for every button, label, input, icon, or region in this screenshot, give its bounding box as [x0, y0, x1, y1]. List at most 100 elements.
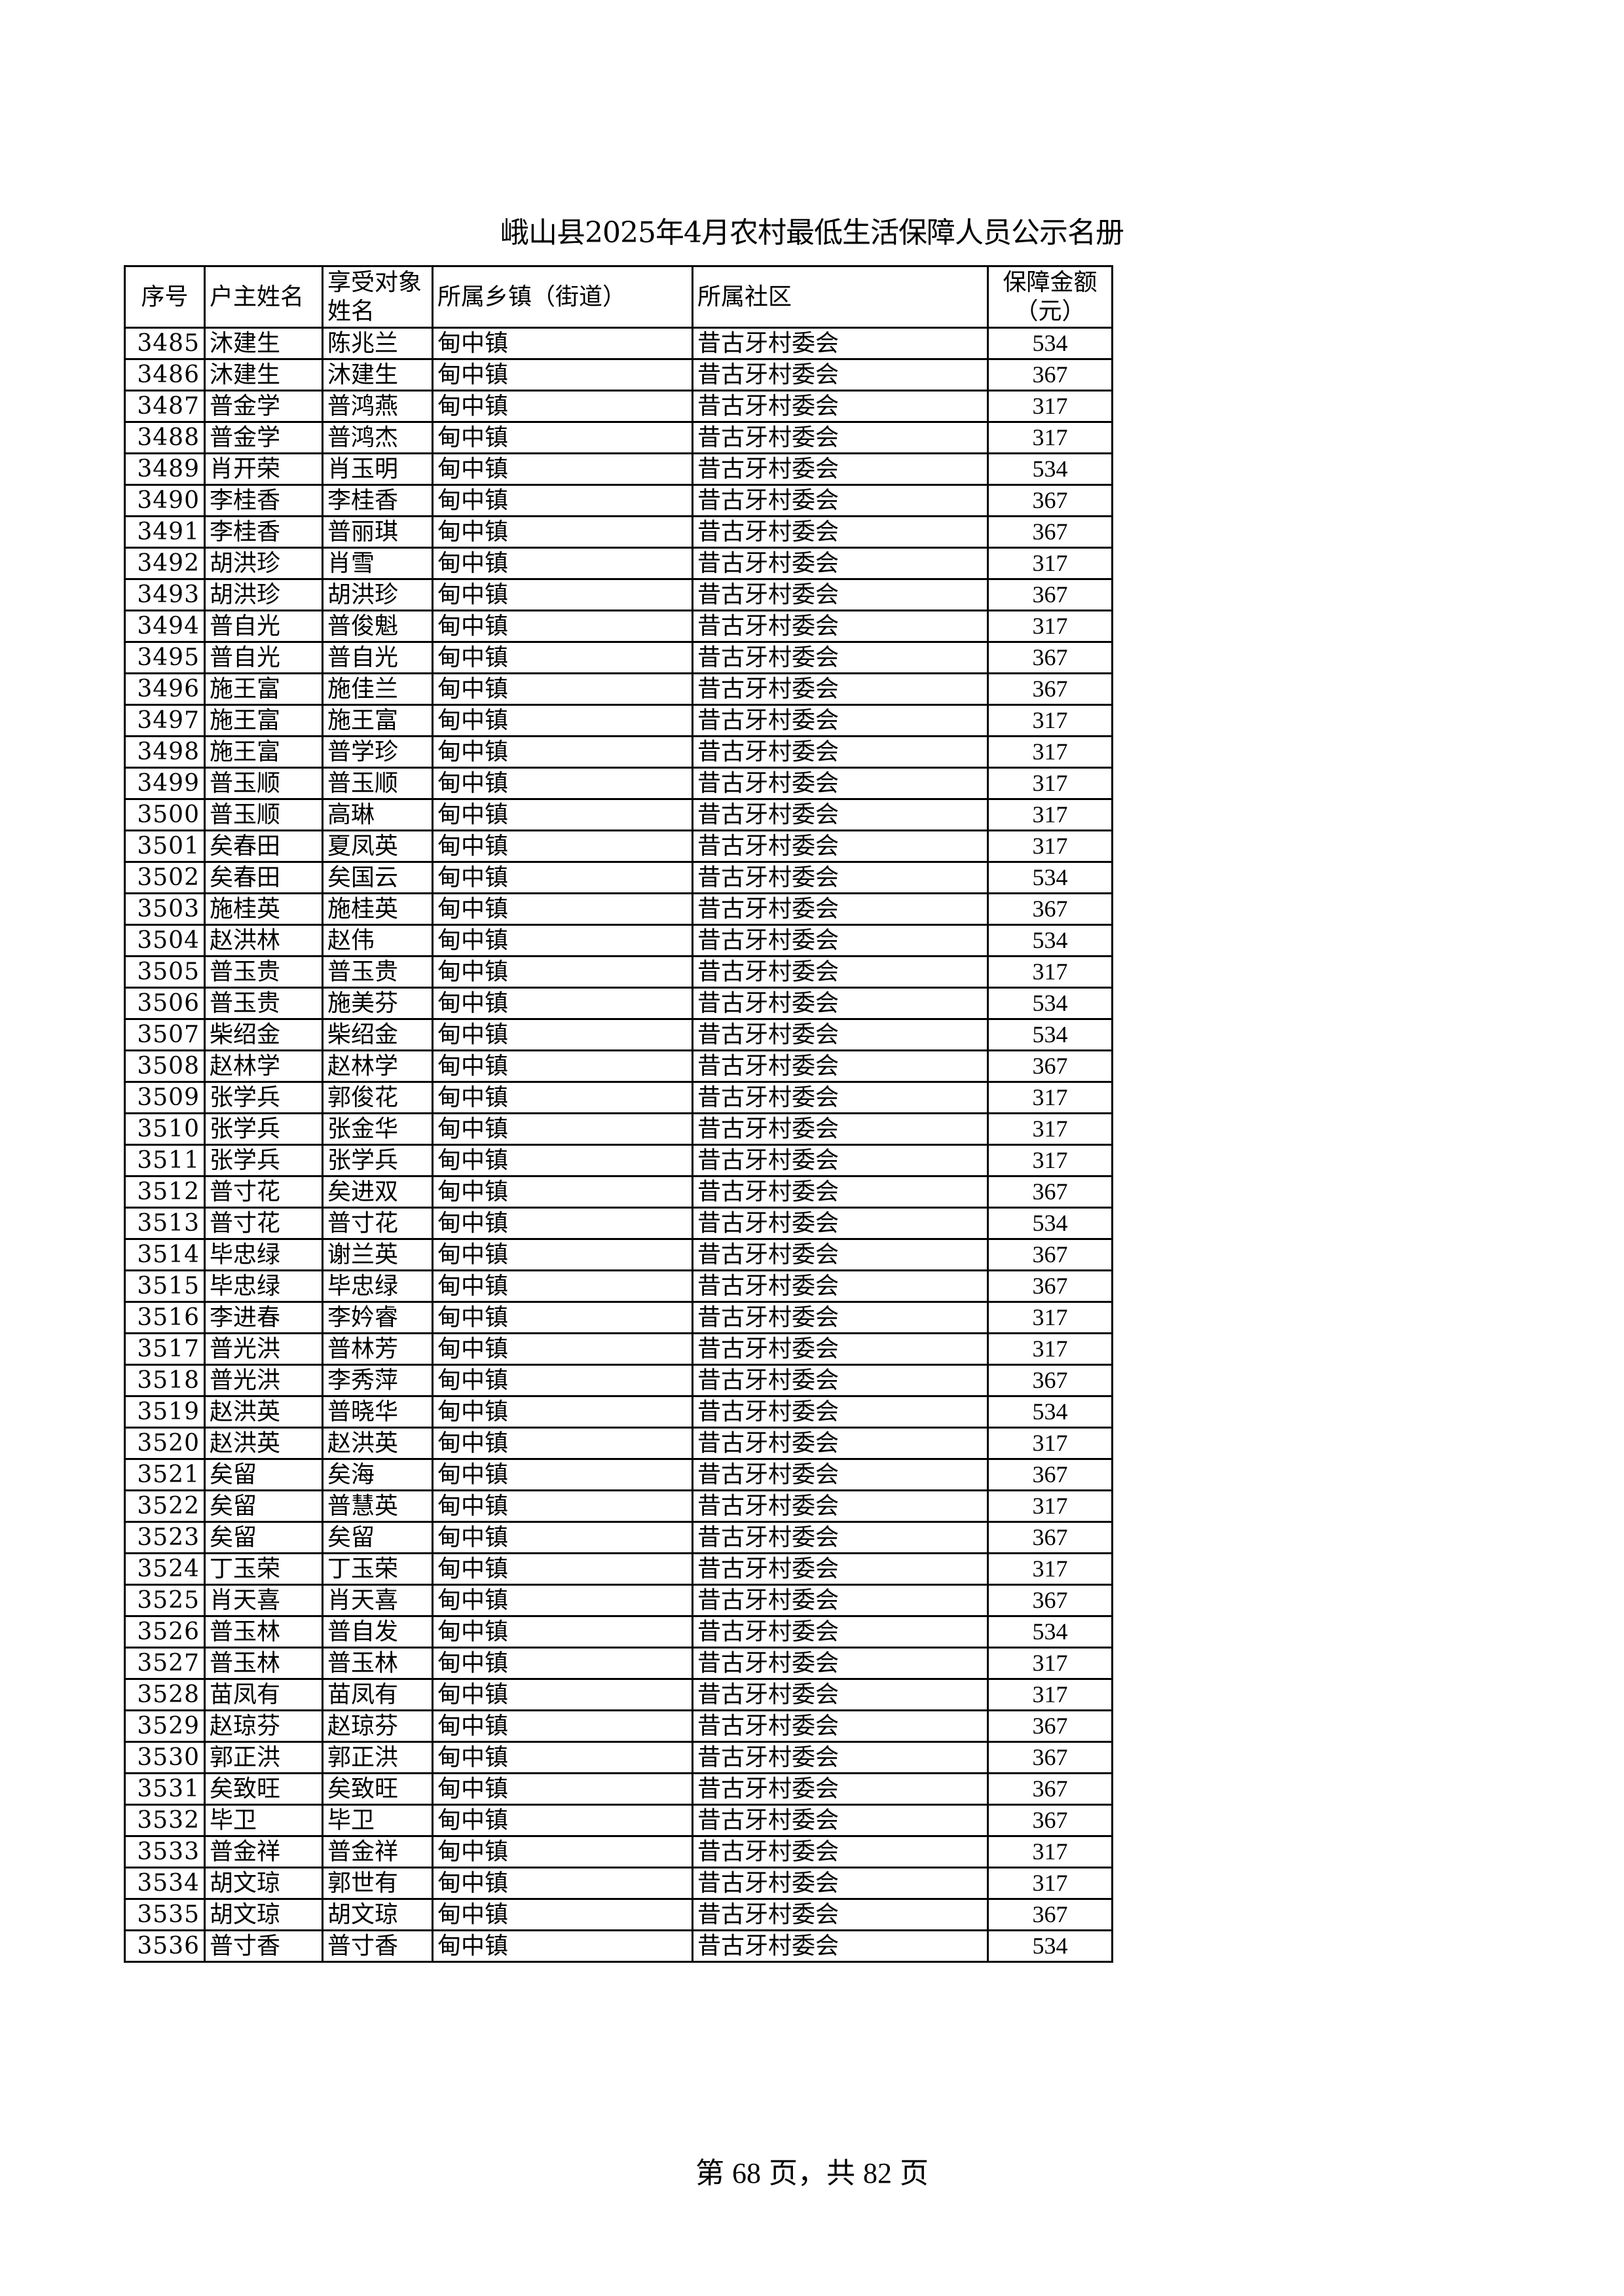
cell-township: 甸中镇	[432, 924, 693, 957]
cell-township: 甸中镇	[432, 390, 693, 423]
cell-beneficiary: 矣国云	[322, 861, 434, 894]
cell-seq: 3496	[124, 672, 206, 706]
table-row: 3527 普玉林 普玉林 甸中镇 昔古牙村委会 317	[124, 1647, 1113, 1680]
cell-amount: 317	[987, 1332, 1113, 1366]
cell-community: 昔古牙村委会	[692, 1364, 989, 1397]
cell-amount: 534	[987, 1395, 1113, 1429]
cell-amount: 534	[987, 1018, 1113, 1051]
cell-seq: 3516	[124, 1301, 206, 1334]
cell-community: 昔古牙村委会	[692, 641, 989, 674]
cell-householder: 普金学	[204, 421, 323, 454]
cell-community: 昔古牙村委会	[692, 1615, 989, 1649]
cell-householder: 肖开荣	[204, 452, 323, 486]
cell-township: 甸中镇	[432, 547, 693, 580]
cell-amount: 317	[987, 798, 1113, 831]
table-row: 3508 赵林学 赵林学 甸中镇 昔古牙村委会 367	[124, 1049, 1113, 1083]
cell-community: 昔古牙村委会	[692, 1647, 989, 1680]
cell-community: 昔古牙村委会	[692, 1898, 989, 1931]
cell-township: 甸中镇	[432, 1615, 693, 1649]
table-row: 3509 张学兵 郭俊花 甸中镇 昔古牙村委会 317	[124, 1081, 1113, 1114]
cell-seq: 3494	[124, 610, 206, 643]
cell-community: 昔古牙村委会	[692, 735, 989, 769]
cell-amount: 317	[987, 1144, 1113, 1177]
cell-beneficiary: 普玉林	[322, 1647, 434, 1680]
table-row: 3493 胡洪珍 胡洪珍 甸中镇 昔古牙村委会 367	[124, 578, 1113, 611]
cell-seq: 3489	[124, 452, 206, 486]
table-row: 3503 施桂英 施桂英 甸中镇 昔古牙村委会 367	[124, 892, 1113, 926]
cell-township: 甸中镇	[432, 1049, 693, 1083]
cell-householder: 李桂香	[204, 515, 323, 549]
cell-beneficiary: 李妗睿	[322, 1301, 434, 1334]
cell-beneficiary: 普自发	[322, 1615, 434, 1649]
table-row: 3502 矣春田 矣国云 甸中镇 昔古牙村委会 534	[124, 861, 1113, 894]
cell-amount: 367	[987, 1364, 1113, 1397]
cell-householder: 胡文琼	[204, 1898, 323, 1931]
cell-householder: 沐建生	[204, 358, 323, 392]
cell-community: 昔古牙村委会	[692, 704, 989, 737]
cell-township: 甸中镇	[432, 735, 693, 769]
cell-township: 甸中镇	[432, 1395, 693, 1429]
cell-township: 甸中镇	[432, 1301, 693, 1334]
cell-seq: 3503	[124, 892, 206, 926]
table-row: 3497 施王富 施王富 甸中镇 昔古牙村委会 317	[124, 704, 1113, 737]
cell-householder: 普寸花	[204, 1207, 323, 1240]
cell-community: 昔古牙村委会	[692, 987, 989, 1020]
cell-community: 昔古牙村委会	[692, 1332, 989, 1366]
cell-township: 甸中镇	[432, 1804, 693, 1837]
document-title: 峨山县2025年4月农村最低生活保障人员公示名册	[500, 216, 1124, 249]
table-row: 3536 普寸香 普寸香 甸中镇 昔古牙村委会 534	[124, 1929, 1113, 1963]
cell-amount: 367	[987, 1175, 1113, 1209]
cell-community: 昔古牙村委会	[692, 767, 989, 800]
cell-seq: 3495	[124, 641, 206, 674]
cell-seq: 3492	[124, 547, 206, 580]
footer-middle: 页，共	[769, 2157, 855, 2189]
cell-beneficiary: 郭俊花	[322, 1081, 434, 1114]
cell-beneficiary: 张金华	[322, 1112, 434, 1146]
cell-community: 昔古牙村委会	[692, 610, 989, 643]
cell-township: 甸中镇	[432, 1741, 693, 1774]
table-row: 3492 胡洪珍 肖雪 甸中镇 昔古牙村委会 317	[124, 547, 1113, 580]
cell-township: 甸中镇	[432, 1427, 693, 1460]
cell-beneficiary: 普寸香	[322, 1929, 434, 1963]
cell-township: 甸中镇	[432, 1364, 693, 1397]
page-number: 68	[732, 2157, 761, 2189]
cell-community: 昔古牙村委会	[692, 892, 989, 926]
cell-community: 昔古牙村委会	[692, 1584, 989, 1617]
cell-community: 昔古牙村委会	[692, 672, 989, 706]
cell-township: 甸中镇	[432, 892, 693, 926]
cell-township: 甸中镇	[432, 987, 693, 1020]
cell-householder: 赵洪林	[204, 924, 323, 957]
cell-amount: 367	[987, 484, 1113, 517]
cell-beneficiary: 郭正洪	[322, 1741, 434, 1774]
cell-beneficiary: 普玉贵	[322, 955, 434, 989]
header-seq: 序号	[124, 265, 206, 329]
table-row: 3519 赵洪英 普晓华 甸中镇 昔古牙村委会 534	[124, 1395, 1113, 1429]
cell-beneficiary: 高琳	[322, 798, 434, 831]
cell-township: 甸中镇	[432, 1835, 693, 1868]
cell-township: 甸中镇	[432, 672, 693, 706]
cell-community: 昔古牙村委会	[692, 955, 989, 989]
cell-seq: 3527	[124, 1647, 206, 1680]
cell-seq: 3530	[124, 1741, 206, 1774]
cell-householder: 张学兵	[204, 1144, 323, 1177]
cell-beneficiary: 陈兆兰	[322, 327, 434, 360]
table-row: 3515 毕忠绿 毕忠绿 甸中镇 昔古牙村委会 367	[124, 1269, 1113, 1303]
cell-beneficiary: 普林芳	[322, 1332, 434, 1366]
cell-householder: 赵洪英	[204, 1395, 323, 1429]
cell-community: 昔古牙村委会	[692, 484, 989, 517]
cell-amount: 367	[987, 1269, 1113, 1303]
cell-seq: 3534	[124, 1867, 206, 1900]
cell-amount: 367	[987, 578, 1113, 611]
cell-amount: 367	[987, 1898, 1113, 1931]
cell-community: 昔古牙村委会	[692, 1458, 989, 1491]
cell-householder: 施王富	[204, 704, 323, 737]
cell-householder: 毕卫	[204, 1804, 323, 1837]
cell-beneficiary: 普鸿燕	[322, 390, 434, 423]
cell-beneficiary: 毕卫	[322, 1804, 434, 1837]
cell-seq: 3491	[124, 515, 206, 549]
cell-township: 甸中镇	[432, 1175, 693, 1209]
cell-township: 甸中镇	[432, 1709, 693, 1743]
cell-beneficiary: 胡文琼	[322, 1898, 434, 1931]
cell-township: 甸中镇	[432, 358, 693, 392]
table-row: 3512 普寸花 矣进双 甸中镇 昔古牙村委会 367	[124, 1175, 1113, 1209]
